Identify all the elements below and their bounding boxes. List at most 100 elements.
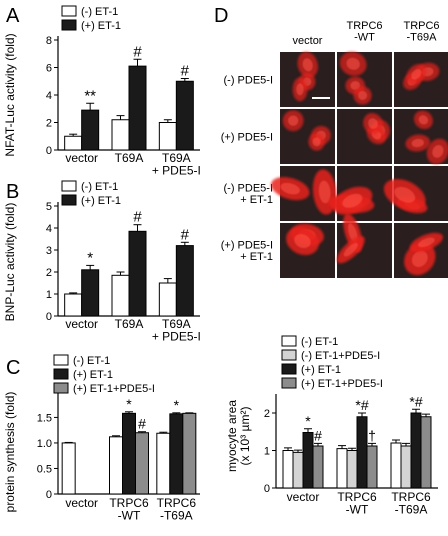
chart-c-legend-label: (-) ET-1 <box>73 355 110 367</box>
micrograph-cell-highlight <box>418 237 435 248</box>
chart-a-bar <box>175 80 194 151</box>
chart-d-bottom-bar <box>410 412 422 489</box>
micrograph-column-label-line: -T69A <box>407 32 438 44</box>
chart-d-bottom-bar <box>336 448 348 489</box>
panel-label-b: B <box>6 181 19 203</box>
chart-a: (-) ET-1 (+) ET-1 0 2 4 6 8 NFAT-Luc activity (… <box>3 5 201 178</box>
chart-a-legend-swatch <box>61 5 77 17</box>
chart-b-annotation: # <box>181 226 190 243</box>
micrograph-column-label-line: -WT <box>354 32 375 44</box>
chart-a-y-tick-label: 2 <box>46 118 52 130</box>
chart-c-category-label-line: -T69A <box>160 509 193 523</box>
micrograph-cell-highlight <box>348 223 358 243</box>
chart-b-annotation: # <box>133 209 142 226</box>
micrograph-column-label: TRPC6 -WT <box>346 20 382 44</box>
chart-a-bar <box>158 122 177 151</box>
chart-c-y-tick-label: 1.5 <box>37 412 52 424</box>
chart-a-y-tick-label: 4 <box>46 90 52 102</box>
chart-b-legend-swatch <box>61 194 77 206</box>
chart-a-category-label: vector <box>65 151 98 165</box>
chart-c-category-label: TRPC6 -WT <box>109 496 149 523</box>
chart-c-annotation: * <box>126 396 132 412</box>
chart-d-bottom-bar <box>282 450 294 489</box>
chart-b-bar <box>64 293 83 317</box>
chart-a-bar <box>64 135 83 151</box>
chart-c-legend-label: (+) ET-1 <box>73 369 113 381</box>
chart-b: (-) ET-1 (+) ET-1 0 1 2 3 4 5 BNP-Luc activity (… <box>3 180 201 344</box>
chart-d-bottom-category-label-line: TRPC6 <box>337 490 377 504</box>
chart-a-category-label: T69A + PDE5-I <box>152 151 201 178</box>
micrograph-cell-highlight <box>318 180 331 204</box>
chart-a-category-label-line: + PDE5-I <box>152 164 201 178</box>
chart-d-bottom-legend-label: (-) ET-1 <box>301 336 338 348</box>
chart-d-bottom-y-tick-label: 0 <box>264 483 270 495</box>
micrograph-cell-highlight <box>343 242 358 257</box>
chart-d-bottom-bar <box>312 445 324 489</box>
chart-b-y-tick-label: 0 <box>46 311 52 323</box>
chart-b-bar <box>128 230 147 317</box>
chart-b-y-tick-label: 1 <box>46 289 52 301</box>
chart-d-bottom-bar <box>390 442 402 489</box>
chart-c-category-label: vector <box>65 496 98 510</box>
micrograph-row-label: (-) PDE5-I + ET-1 <box>224 183 274 207</box>
chart-a-y-tick-label: 0 <box>46 145 52 157</box>
chart-d-bottom-y-tick-label: 1 <box>264 446 270 458</box>
chart-b-category-label-line: T69A <box>162 317 191 331</box>
chart-d-bottom-bar <box>356 416 368 489</box>
chart-a-category-label: T69A <box>115 151 144 165</box>
micrograph-row-label-line: + ET-1 <box>240 251 273 263</box>
chart-b-bar <box>175 245 194 317</box>
chart-b-y-tick-label: 2 <box>46 267 52 279</box>
chart-a-bar <box>81 109 100 151</box>
micrograph-column-label-line: TRPC6 <box>346 20 382 32</box>
chart-d-bottom-bar <box>366 445 378 489</box>
chart-c-legend-swatch <box>53 368 69 380</box>
chart-a-annotation: ** <box>84 87 96 104</box>
chart-b-category-label: T69A <box>115 317 144 331</box>
micrograph-cell-highlight <box>394 186 416 203</box>
chart-d-bottom-y-label-line: (x 10³ µm²) <box>238 407 252 466</box>
chart-c-bar <box>109 436 123 495</box>
chart-d-bottom-bar <box>346 450 358 489</box>
chart-a-y-tick-label: 8 <box>46 35 52 47</box>
chart-a-legend-label: (-) ET-1 <box>81 6 118 18</box>
micrograph-cell-highlight <box>346 57 360 70</box>
chart-d-bottom-y-label-line: myocyte area <box>225 400 239 472</box>
micrograph-row-label-line: (+) PDE5-I <box>221 240 273 252</box>
chart-b-legend-label: (+) ET-1 <box>81 195 121 207</box>
micrograph-cell-highlight <box>411 250 428 267</box>
micrograph-cell-highlight <box>357 90 368 101</box>
chart-d-bottom-bar <box>400 445 412 489</box>
micrograph-cell-highlight <box>296 83 304 96</box>
chart-b-bar <box>111 274 130 317</box>
chart-a-bar <box>128 65 147 151</box>
chart-c-legend-swatch <box>53 354 69 366</box>
chart-d-bottom-legend-swatch <box>281 363 297 375</box>
chart-c-legend-swatch <box>53 382 69 394</box>
micrograph-row-label: (-) PDE5-I <box>224 75 274 87</box>
chart-d-bottom-category-label-line: -T69A <box>395 503 428 517</box>
chart-d-bottom-category-label-line: -WT <box>346 503 369 517</box>
micrograph-row-label-line: (-) PDE5-I <box>224 183 274 195</box>
chart-a-annotation: # <box>133 43 142 60</box>
chart-d-bottom-annotation: *# <box>409 393 422 409</box>
chart-d-bottom-y-tick-label: 2 <box>264 408 270 420</box>
panel-label-c: C <box>6 357 20 379</box>
micrograph-row-label-line: + ET-1 <box>240 194 273 206</box>
chart-c-bar <box>156 432 171 495</box>
chart-d-bottom-legend-swatch <box>281 349 297 361</box>
chart-d-bottom-bar <box>420 416 432 489</box>
chart-c-y-label: protein synthesis (fold) <box>3 392 17 513</box>
chart-d-myocyte-area: (-) ET-1 (-) ET-1+PDE5-I (+) ET-1 (+) ET-1+… <box>225 335 438 517</box>
chart-d-bottom-annotation: *# <box>355 397 368 413</box>
chart-b-y-label-line: BNP-Luc activity (fold) <box>3 203 17 322</box>
chart-a-legend-swatch <box>61 19 77 31</box>
chart-c-legend-label: (+) ET-1+PDE5-I <box>73 383 155 395</box>
chart-c-category-label-line: TRPC6 <box>157 496 197 510</box>
chart-d-bottom-category-label: vector <box>287 490 320 504</box>
chart-b-bar <box>81 269 100 317</box>
chart-a-y-label: NFAT-Luc activity (fold) <box>3 33 17 156</box>
chart-c-y-tick-label: 1.0 <box>37 438 52 450</box>
chart-c: (-) ET-1 (+) ET-1 (+) ET-1+PDE5-I 0 0.5 1.0 1.… <box>3 354 200 523</box>
chart-a-legend-label: (+) ET-1 <box>81 20 121 32</box>
